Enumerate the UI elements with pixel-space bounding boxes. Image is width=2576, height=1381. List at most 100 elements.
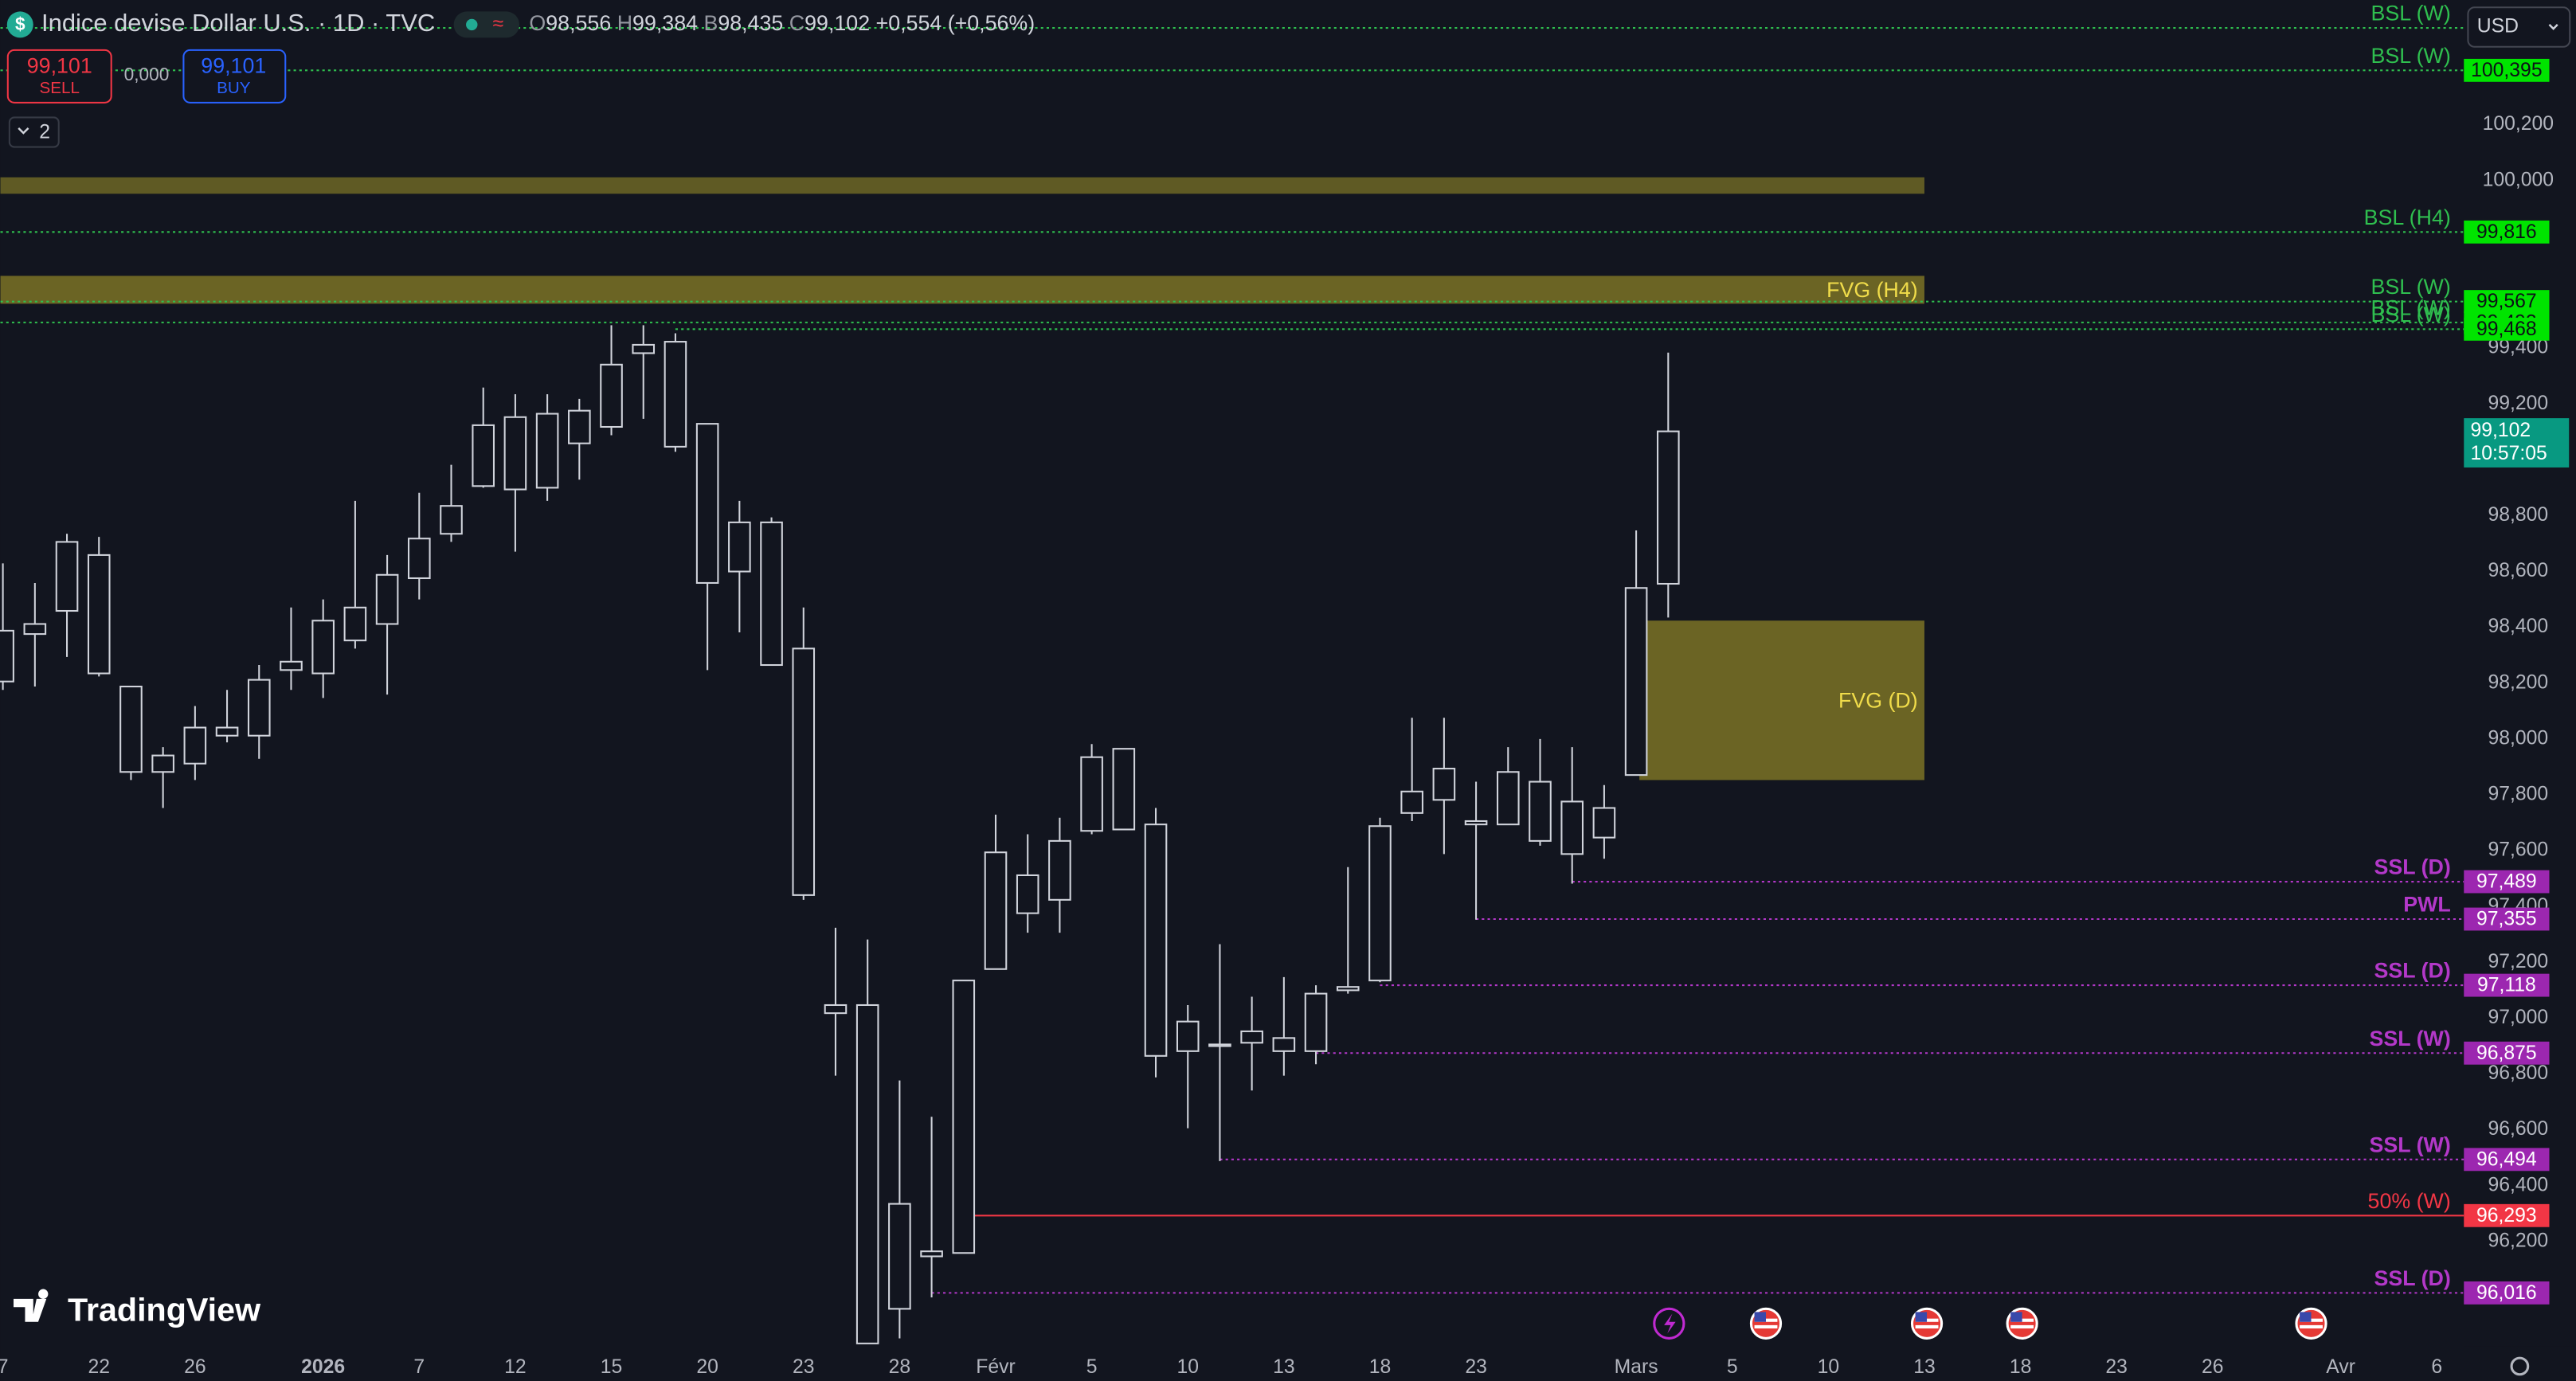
- settings-icon[interactable]: [2510, 1356, 2530, 1376]
- buy-button[interactable]: [182, 49, 287, 104]
- candle-body: [535, 413, 559, 489]
- level-label: SSL (D): [2374, 855, 2450, 879]
- candle-body: [407, 538, 431, 580]
- candle-body: [855, 1003, 879, 1344]
- candle-body: [792, 647, 816, 896]
- candle-body: [1080, 756, 1103, 832]
- candle-body: [600, 363, 623, 428]
- zone-label: FVG (D): [1838, 688, 1918, 712]
- x-tick-label: 26: [2202, 1356, 2224, 1378]
- last-price: 99,102: [2471, 420, 2531, 441]
- candle-body: [728, 521, 751, 573]
- currency: USD: [2477, 16, 2519, 37]
- x-tick-label: 7: [0, 1356, 9, 1378]
- level-badge: [2464, 973, 2550, 997]
- candle-body: [1048, 839, 1071, 901]
- buy-price: 99,101: [201, 54, 266, 78]
- zone: [0, 276, 1924, 304]
- candle-body: [183, 726, 207, 765]
- candle-body: [0, 629, 14, 683]
- level-badge-label: 99,567: [2476, 291, 2537, 312]
- indicators-count: 2: [39, 122, 50, 143]
- candle-body: [472, 424, 495, 487]
- event-bolt: [1664, 1313, 1676, 1334]
- x-tick-label: 7: [413, 1356, 425, 1378]
- sell-label: SELL: [40, 79, 80, 97]
- sell-button[interactable]: [6, 49, 112, 104]
- ohlc-value: 98,435: [718, 11, 783, 35]
- ohlc-value: 99,384: [632, 11, 698, 35]
- ohlc-value: 99,102: [805, 11, 870, 35]
- currency-select[interactable]: [2467, 6, 2571, 48]
- x-tick-label: Avr: [2326, 1356, 2355, 1378]
- candle-body: [1464, 820, 1488, 826]
- candle-body: [632, 343, 656, 354]
- x-tick-label: 5: [1727, 1356, 1738, 1378]
- zone: [1639, 620, 1924, 780]
- candle-body: [1496, 771, 1520, 826]
- change: +0,554 (+0,56%): [876, 11, 1035, 35]
- level-badge-label: 96,494: [2476, 1148, 2537, 1170]
- level-badge: [2464, 317, 2550, 341]
- x-tick-label: 13: [1913, 1356, 1936, 1378]
- y-tick-label: 98,600: [2488, 560, 2548, 581]
- level-badge: [2464, 220, 2550, 244]
- indicators-toggle[interactable]: [8, 116, 60, 148]
- candle-body: [760, 521, 783, 667]
- level-badge: [2464, 1041, 2550, 1065]
- x-tick-label: Févr: [976, 1356, 1015, 1378]
- x-tick-label: 6: [2431, 1356, 2442, 1378]
- level-label: SSL (D): [2374, 959, 2450, 983]
- ohlc-key: C: [789, 11, 805, 35]
- countdown: 10:57:05: [2471, 443, 2547, 464]
- level-badge: [2464, 58, 2550, 82]
- candle-body: [215, 726, 239, 737]
- candle-body: [664, 341, 687, 448]
- level-label: BSL (H4): [2364, 205, 2451, 229]
- level-badge: [2464, 1203, 2550, 1227]
- candle-body: [1592, 807, 1616, 839]
- level-badge: [2464, 907, 2550, 931]
- level-badge-label: 99,816: [2476, 221, 2537, 243]
- us-flag[interactable]: [2295, 1307, 2327, 1340]
- x-tick-label: 10: [1818, 1356, 1840, 1378]
- brand-logo: [14, 1289, 49, 1322]
- status-icon: ≈: [492, 13, 503, 34]
- us-flag[interactable]: [1910, 1307, 1944, 1340]
- y-tick-label: 97,200: [2488, 951, 2548, 972]
- y-tick-label: 98,800: [2488, 504, 2548, 526]
- chevron: [18, 127, 29, 135]
- candle-body: [920, 1250, 943, 1258]
- candle-body: [1368, 825, 1392, 982]
- level-badge-label: 97,355: [2476, 909, 2537, 930]
- us-flag[interactable]: [1749, 1307, 1783, 1340]
- level-badge-label: 100,395: [2471, 60, 2542, 81]
- last-price-badge: [2464, 418, 2570, 468]
- symbol-title: Indice devise Dollar U.S. · 1D · TVC: [41, 9, 435, 37]
- candle-body: [1304, 992, 1328, 1052]
- ohlc-key: H: [617, 11, 632, 35]
- x-tick-label: 15: [601, 1356, 623, 1378]
- candle-body: [503, 416, 527, 491]
- y-tick-label: 100,000: [2483, 169, 2554, 190]
- y-tick-label: 97,000: [2488, 1007, 2548, 1028]
- zone-label: FVG (H4): [1826, 278, 1918, 302]
- candle-body: [952, 980, 976, 1254]
- level-badge: [2464, 1148, 2550, 1172]
- symbol-icon: [6, 11, 33, 38]
- candle-body: [1432, 768, 1456, 801]
- candle-body: [1016, 874, 1039, 914]
- x-tick-label: 18: [2010, 1356, 2032, 1378]
- candle-body: [568, 409, 591, 444]
- level-badge-label: 99,468: [2476, 319, 2537, 340]
- y-tick-label: 98,400: [2488, 616, 2548, 637]
- candle-body: [343, 606, 367, 642]
- flag-icons: [1749, 1307, 2327, 1340]
- x-tick-label: 28: [889, 1356, 911, 1378]
- candle-body: [1240, 1030, 1263, 1044]
- ohlc-key: B: [703, 11, 718, 35]
- x-tick-label: 10: [1176, 1356, 1199, 1378]
- us-flag[interactable]: [2006, 1307, 2038, 1340]
